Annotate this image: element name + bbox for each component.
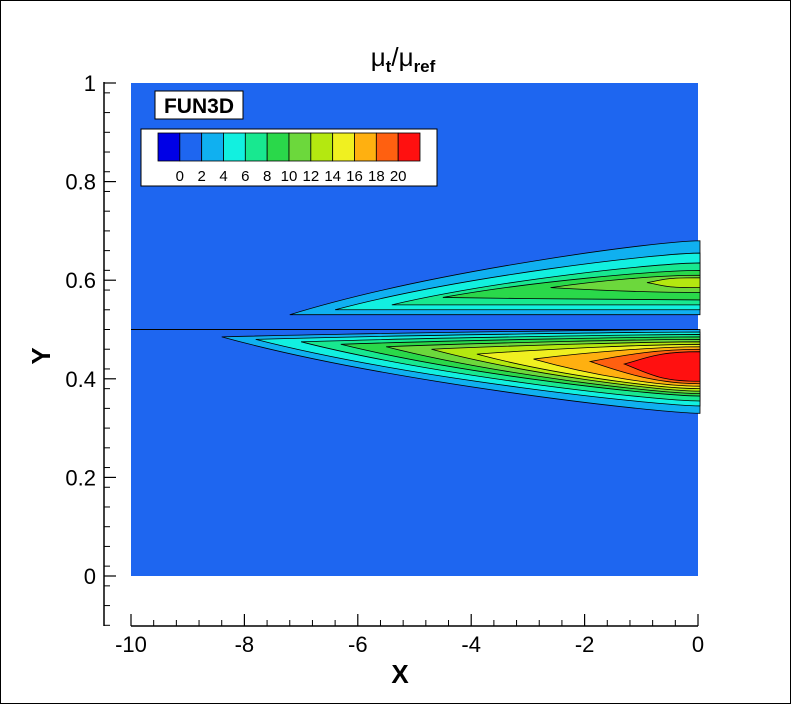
y-tick-label-1: 0.2 — [65, 465, 96, 490]
contour-lower-level-10 — [623, 351, 701, 382]
y-tick-label-5: 1 — [84, 71, 96, 96]
legend-swatch-2 — [201, 132, 224, 162]
fun3d-label: FUN3D — [164, 95, 234, 118]
legend-label-9: 18 — [368, 168, 385, 185]
x-tick-label-1: -8 — [235, 632, 255, 657]
legend-swatch-10 — [375, 132, 399, 162]
legend-swatch-3 — [223, 132, 246, 162]
y-tick-label-3: 0.6 — [65, 268, 96, 293]
chart-title: μt/μref — [371, 42, 436, 76]
legend-label-4: 8 — [263, 168, 271, 185]
title-sub-t: t — [386, 57, 392, 76]
color-legend: 0 2 4 6 8 10 12 14 16 18 20 — [140, 128, 438, 187]
title-slash: / — [391, 42, 399, 72]
axes: 0 0.2 0.4 0.6 0.8 1 -10 -8 -6 -4 -2 0 — [65, 71, 704, 657]
legend-label-6: 12 — [302, 168, 319, 185]
title-mu2: μ — [399, 42, 414, 72]
contour-upper-level-6 — [646, 277, 701, 288]
legend-swatch-0 — [157, 132, 181, 162]
legend-swatch-7 — [310, 132, 334, 162]
legend-swatch-1 — [179, 132, 203, 162]
contour-fills — [131, 240, 701, 414]
legend-label-8: 16 — [346, 168, 363, 185]
fun3d-label-box: FUN3D — [154, 90, 244, 120]
legend-swatch-9 — [354, 132, 377, 162]
legend-label-1: 2 — [197, 168, 205, 185]
legend-swatch-6 — [288, 132, 312, 162]
legend-swatch-5 — [266, 132, 290, 162]
x-tick-label-2: -6 — [348, 632, 368, 657]
y-axis-label: Y — [26, 347, 56, 364]
legend-label-0: 0 — [176, 168, 184, 185]
legend-label-7: 14 — [324, 168, 341, 185]
x-axis-label: X — [391, 659, 409, 689]
legend-label-5: 10 — [281, 168, 298, 185]
title-sub-ref: ref — [414, 57, 436, 76]
legend-label-10: 20 — [390, 168, 407, 185]
legend-swatch-11 — [397, 132, 421, 162]
x-tick-label-3: -4 — [461, 632, 481, 657]
y-tick-label-4: 0.8 — [65, 170, 96, 195]
x-tick-label-5: 0 — [692, 632, 704, 657]
y-tick-label-2: 0.4 — [65, 367, 96, 392]
legend-label-2: 4 — [219, 168, 227, 185]
y-tick-label-0: 0 — [84, 564, 96, 589]
title-mu: μ — [371, 42, 386, 72]
legend-swatch-8 — [332, 132, 355, 162]
x-tick-label-4: -2 — [575, 632, 595, 657]
x-tick-label-0: -10 — [115, 632, 147, 657]
legend-swatch-4 — [244, 132, 268, 162]
legend-label-3: 6 — [241, 168, 249, 185]
